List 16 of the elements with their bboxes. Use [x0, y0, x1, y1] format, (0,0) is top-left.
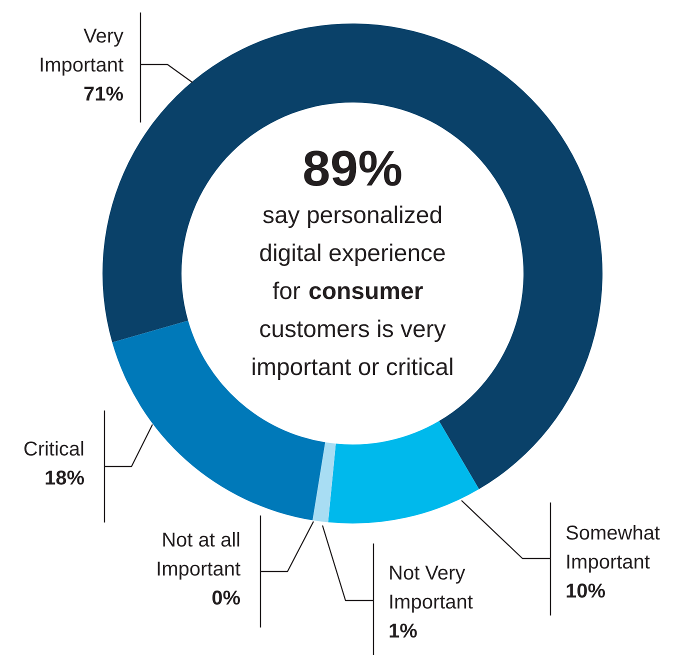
data-label: 71% [83, 84, 124, 106]
slice-label: Very Important [39, 26, 124, 76]
text: say personalized [262, 202, 443, 229]
text: 0% [212, 588, 240, 610]
slice-label: Critical [23, 438, 85, 460]
slice-label: Somewhat Important [566, 522, 660, 574]
data-label: 18% [44, 468, 85, 490]
slice-label: Not Very Important [388, 562, 474, 614]
text: customers is very [259, 316, 446, 343]
text: important or critical [251, 354, 454, 381]
category-label: Not at all Important [156, 530, 241, 580]
text: digital experience [259, 240, 446, 267]
text: for consumer [272, 278, 424, 305]
data-label: 1% [388, 620, 418, 642]
text: 89% [302, 140, 403, 196]
data-label: 10% [566, 580, 606, 602]
